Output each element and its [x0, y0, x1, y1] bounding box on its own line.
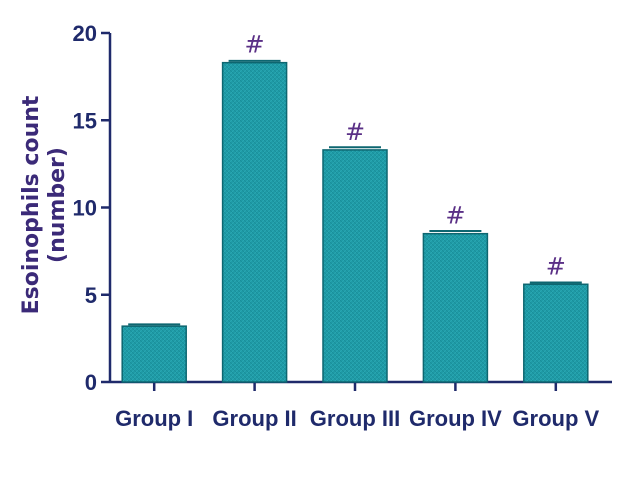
significance-mark-4: #: [445, 202, 465, 230]
x-tick-label-1: Group I: [115, 406, 193, 431]
x-tick-label-4: Group IV: [409, 406, 502, 431]
x-tick-label-3: Group III: [310, 406, 400, 431]
y-axis-title-line2: (number): [45, 147, 70, 263]
bar-3: [322, 149, 388, 383]
labels: 0 5 10 15 20 Group I Group II # Group III # Group …: [73, 21, 600, 431]
y-axis-title: Esoinophils count (number): [19, 95, 70, 314]
significance-mark-3: #: [345, 118, 365, 146]
x-tick-label-5: Group V: [512, 406, 599, 431]
y-tick-label-5: 5: [85, 283, 97, 308]
bars: [121, 59, 589, 383]
y-tick-label-10: 10: [73, 196, 97, 221]
y-tick-label-15: 15: [73, 108, 97, 133]
bar-2: [221, 61, 288, 383]
significance-mark-2: #: [245, 31, 265, 59]
bar-5: [523, 283, 589, 383]
y-tick-label-20: 20: [73, 21, 97, 46]
bar-1: [121, 325, 187, 383]
y-tick-label-0: 0: [85, 370, 97, 395]
significance-mark-5: #: [546, 252, 566, 280]
x-tick-label-2: Group II: [212, 406, 296, 431]
y-axis-title-line1: Esoinophils count: [19, 95, 44, 314]
bar-4: [422, 232, 489, 383]
